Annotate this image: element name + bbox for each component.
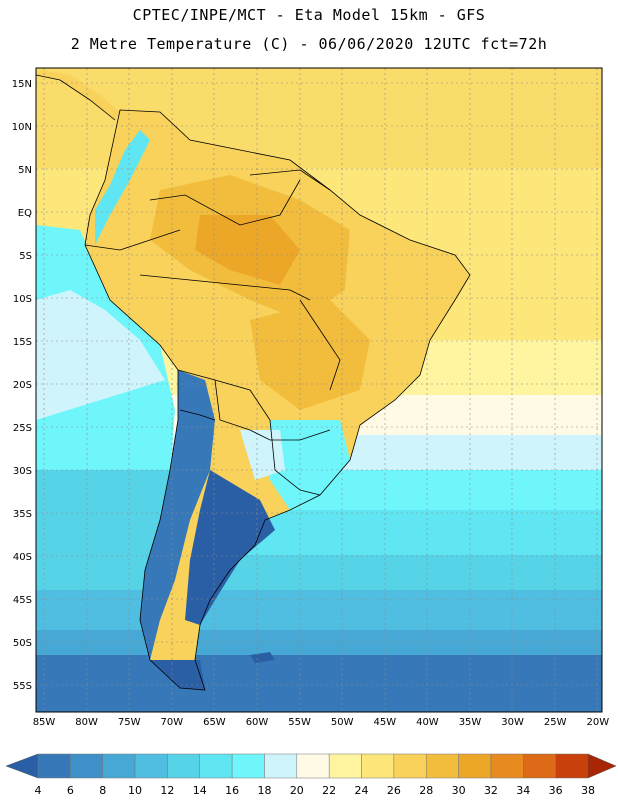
lat-label: 30S xyxy=(13,466,32,477)
lon-label: 30W xyxy=(501,717,524,728)
latitude-labels: 15N 10N 5N EQ 5S 10S 15S 20S 25S 30S 35S 40S 45S 50S 5… xyxy=(12,79,32,692)
colorbar-segment xyxy=(328,753,362,779)
lon-label: 80W xyxy=(75,717,98,728)
colorbar-label: 20 xyxy=(290,784,304,797)
country-borders xyxy=(36,74,471,691)
colorbar-label: 22 xyxy=(322,784,336,797)
colorbar-segment xyxy=(231,753,265,779)
colorbar-label: 14 xyxy=(193,784,207,797)
colorbar-segment xyxy=(361,753,395,779)
lon-label: 45W xyxy=(373,717,396,728)
lon-label: 25W xyxy=(544,717,567,728)
colorbar-segment xyxy=(167,753,201,779)
lat-label: 40S xyxy=(13,552,32,563)
lon-label: 65W xyxy=(203,717,226,728)
lat-label: 10S xyxy=(13,294,32,305)
colorbar-label: 28 xyxy=(419,784,433,797)
colorbar-label: 34 xyxy=(516,784,530,797)
colorbar-segment xyxy=(490,753,524,779)
lat-label: 10N xyxy=(12,122,32,133)
lon-label: 75W xyxy=(118,717,141,728)
colorbar-segment xyxy=(199,753,233,779)
lon-label: 60W xyxy=(246,717,269,728)
colorbar-segment xyxy=(523,753,556,779)
colorbar-label: 26 xyxy=(387,784,401,797)
colorbar: 4 6 8 10 12 14 16 18 20 22 24 26 28 30 32 34 36 38 xyxy=(5,753,617,797)
lon-label: 20W xyxy=(586,717,609,728)
lon-label: 35W xyxy=(459,717,482,728)
colorbar-label: 38 xyxy=(581,784,595,797)
lat-label: 45S xyxy=(13,595,32,606)
colorbar-label: 10 xyxy=(128,784,142,797)
colorbar-label: 16 xyxy=(225,784,239,797)
map-title: CPTEC/INPE/MCT - Eta Model 15km - GFS xyxy=(132,6,486,24)
colorbar-segment xyxy=(458,753,492,779)
lon-label: 85W xyxy=(33,717,56,728)
colorbar-segment xyxy=(264,753,298,779)
lat-label: 20S xyxy=(13,380,32,391)
map-subtitle: 2 Metre Temperature (C) - 06/06/2020 12U… xyxy=(70,35,548,53)
colorbar-label: 6 xyxy=(67,784,74,797)
colorbar-label: 4 xyxy=(35,784,42,797)
colorbar-arrow-low xyxy=(5,753,39,779)
lat-label: 5N xyxy=(18,165,32,176)
lat-label: 15S xyxy=(13,337,32,348)
colorbar-label: 8 xyxy=(99,784,106,797)
colorbar-arrow-high xyxy=(587,753,617,779)
colorbar-segment xyxy=(37,753,71,779)
colorbar-segment xyxy=(425,753,459,779)
lon-label: 40W xyxy=(416,717,439,728)
colorbar-segment xyxy=(393,753,427,779)
colorbar-segment xyxy=(134,753,168,779)
colorbar-label: 36 xyxy=(549,784,563,797)
lon-label: 50W xyxy=(331,717,354,728)
temperature-field xyxy=(36,68,602,712)
lat-label: 35S xyxy=(13,509,32,520)
colorbar-label: 30 xyxy=(452,784,466,797)
graticule xyxy=(36,68,602,712)
colorbar-label: 24 xyxy=(355,784,369,797)
colorbar-label: 18 xyxy=(257,784,271,797)
colorbar-segment xyxy=(102,753,136,779)
longitude-labels: 85W 80W 75W 70W 65W 60W 55W 50W 45W 40W 35W 30W 25W 2… xyxy=(33,717,610,728)
lat-label: EQ xyxy=(18,208,32,219)
colorbar-label: 12 xyxy=(160,784,174,797)
lat-label: 50S xyxy=(13,638,32,649)
lat-label: 55S xyxy=(13,681,32,692)
colorbar-label: 32 xyxy=(484,784,498,797)
colorbar-segment xyxy=(555,753,589,779)
lat-label: 15N xyxy=(12,79,32,90)
colorbar-segment xyxy=(70,753,103,779)
lon-label: 70W xyxy=(160,717,183,728)
colorbar-segment xyxy=(296,753,330,779)
lat-label: 25S xyxy=(13,423,32,434)
lat-label: 5S xyxy=(19,251,32,262)
lon-label: 55W xyxy=(288,717,311,728)
